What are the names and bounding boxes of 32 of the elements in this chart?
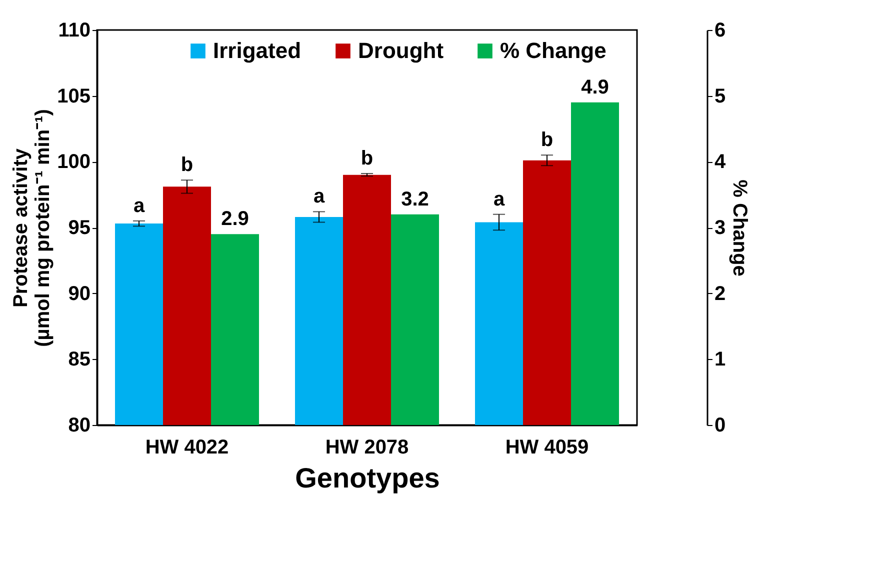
y-tick-label: 95 [68, 217, 90, 239]
data-label: a [493, 188, 506, 210]
y2-tick-label: 2 [714, 282, 726, 305]
data-label: 2.9 [221, 208, 249, 230]
y-tick-label: 105 [57, 85, 90, 108]
y2-tick-label: 4 [714, 151, 726, 174]
y-tick-label: 80 [68, 414, 90, 436]
data-label: 4.9 [581, 76, 609, 98]
legend-label: Irrigated [213, 38, 302, 63]
y2-axis-title: % Change [728, 180, 751, 276]
y-tick-label: 90 [68, 282, 90, 305]
x-tick-label: HW 4022 [145, 436, 229, 458]
x-tick-label: HW 4059 [505, 436, 589, 458]
data-label: a [133, 194, 146, 217]
x-axis-title: Genotypes [295, 462, 440, 494]
data-label: 3.2 [401, 188, 429, 210]
y-axis-title: Protease activity (µmol mg protein⁻¹ min⁻¹) [10, 109, 54, 347]
y-tick-label: 85 [68, 348, 90, 371]
y2-tick-label: 5 [714, 85, 726, 108]
y-tick-label: 110 [58, 20, 90, 42]
y2-tick-label: 1 [714, 348, 726, 371]
data-label: a [313, 186, 326, 208]
data-label: b [540, 129, 554, 152]
legend-label: Drought [358, 38, 444, 63]
data-label: b [180, 154, 194, 176]
y-tick-label: 100 [57, 151, 90, 174]
legend-label: % Change [500, 38, 606, 63]
y2-tick-label: 6 [714, 20, 726, 42]
x-tick-label: HW 2078 [325, 436, 409, 458]
y2-tick-label: 0 [714, 414, 726, 436]
data-label: b [360, 148, 374, 170]
y2-tick-label: 3 [714, 217, 726, 239]
